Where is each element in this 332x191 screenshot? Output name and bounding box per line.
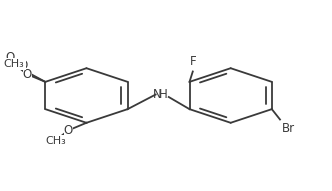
Text: N: N — [153, 88, 162, 101]
Text: CH₃: CH₃ — [4, 59, 25, 69]
Text: H: H — [158, 88, 167, 101]
Text: CH₃: CH₃ — [45, 136, 66, 146]
Text: O: O — [23, 68, 32, 81]
Text: F: F — [190, 55, 197, 68]
Text: O: O — [19, 59, 28, 72]
Text: Br: Br — [282, 122, 295, 135]
Text: O: O — [64, 124, 73, 137]
Text: O: O — [5, 51, 14, 64]
